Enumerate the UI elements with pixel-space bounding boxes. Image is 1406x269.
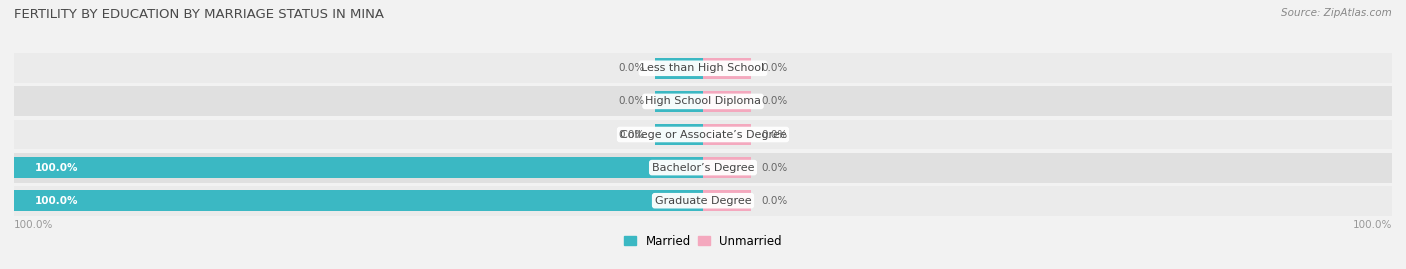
Text: Source: ZipAtlas.com: Source: ZipAtlas.com bbox=[1281, 8, 1392, 18]
Text: Graduate Degree: Graduate Degree bbox=[655, 196, 751, 206]
Text: 0.0%: 0.0% bbox=[762, 162, 787, 173]
Text: Bachelor’s Degree: Bachelor’s Degree bbox=[652, 162, 754, 173]
Bar bbox=[703, 91, 751, 112]
Bar bbox=[703, 58, 751, 79]
Text: 100.0%: 100.0% bbox=[14, 220, 53, 230]
Text: 100.0%: 100.0% bbox=[35, 196, 79, 206]
Text: 100.0%: 100.0% bbox=[35, 162, 79, 173]
Text: 0.0%: 0.0% bbox=[619, 63, 644, 73]
Bar bbox=[655, 124, 703, 145]
Text: 0.0%: 0.0% bbox=[762, 63, 787, 73]
Text: FERTILITY BY EDUCATION BY MARRIAGE STATUS IN MINA: FERTILITY BY EDUCATION BY MARRIAGE STATU… bbox=[14, 8, 384, 21]
Text: 0.0%: 0.0% bbox=[762, 196, 787, 206]
Legend: Married, Unmarried: Married, Unmarried bbox=[620, 230, 786, 253]
Bar bbox=[14, 120, 1392, 149]
Text: Less than High School: Less than High School bbox=[641, 63, 765, 73]
Bar bbox=[703, 190, 751, 211]
Text: 0.0%: 0.0% bbox=[619, 129, 644, 140]
Bar bbox=[655, 58, 703, 79]
Bar bbox=[14, 153, 1392, 182]
Bar bbox=[703, 157, 751, 178]
Text: 100.0%: 100.0% bbox=[1353, 220, 1392, 230]
Bar bbox=[703, 124, 751, 145]
Bar bbox=[14, 186, 1392, 216]
Text: 0.0%: 0.0% bbox=[762, 129, 787, 140]
Text: 0.0%: 0.0% bbox=[619, 96, 644, 107]
Text: High School Diploma: High School Diploma bbox=[645, 96, 761, 107]
Bar bbox=[14, 87, 1392, 116]
Bar bbox=[14, 157, 703, 178]
Bar bbox=[655, 91, 703, 112]
Bar bbox=[14, 53, 1392, 83]
Text: 0.0%: 0.0% bbox=[762, 96, 787, 107]
Bar bbox=[14, 190, 703, 211]
Text: College or Associate’s Degree: College or Associate’s Degree bbox=[620, 129, 786, 140]
